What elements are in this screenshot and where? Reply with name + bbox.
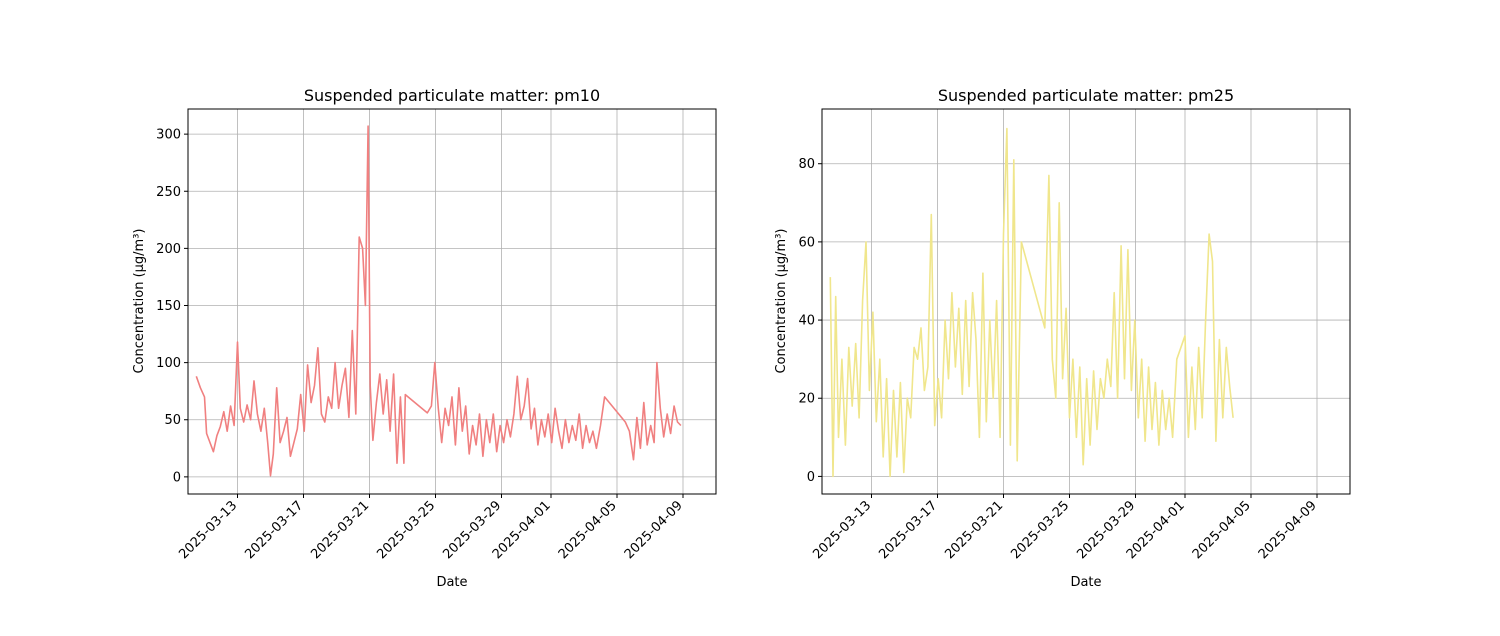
y-tick-label: 20 xyxy=(798,392,815,407)
axes-frame xyxy=(187,108,717,495)
series-line xyxy=(195,125,682,477)
x-axis-label: Date xyxy=(436,575,467,590)
chart-title: Suspended particulate matter: pm25 xyxy=(938,86,1234,105)
y-tick-label: 0 xyxy=(807,470,815,485)
y-tick-label: 200 xyxy=(156,242,181,257)
y-axis-label: Concentration (µg/m³) xyxy=(132,228,147,373)
y-tick-label: 0 xyxy=(173,470,181,485)
grid xyxy=(188,109,716,494)
y-tick-label: 100 xyxy=(156,356,181,371)
y-axis-label: Concentration (µg/m³) xyxy=(774,228,789,373)
x-axis-label: Date xyxy=(1070,575,1101,590)
y-tick-label: 40 xyxy=(798,314,815,329)
chart-title: Suspended particulate matter: pm10 xyxy=(304,86,600,105)
y-tick-label: 50 xyxy=(164,413,181,428)
series-line xyxy=(829,127,1234,478)
y-tick-label: 150 xyxy=(156,299,181,314)
y-tick-label: 300 xyxy=(156,128,181,143)
axes-frame xyxy=(821,108,1351,495)
y-tick-label: 80 xyxy=(798,157,815,172)
y-tick-label: 60 xyxy=(798,235,815,250)
y-tick-label: 250 xyxy=(156,185,181,200)
